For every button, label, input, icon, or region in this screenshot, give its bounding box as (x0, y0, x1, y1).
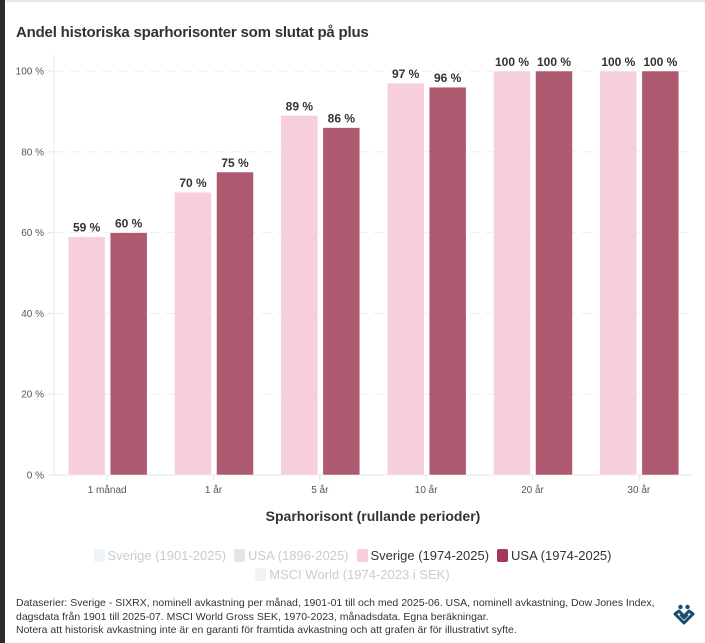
bar-usa[interactable] (535, 70, 573, 476)
data-label: 100 % (643, 55, 677, 69)
legend-swatch (234, 549, 246, 562)
data-label: 100 % (537, 55, 571, 69)
data-label: 97 % (392, 67, 420, 81)
legend-item[interactable]: USA (1896-2025) (234, 548, 349, 563)
data-label: 60 % (115, 217, 143, 231)
bar-sverige[interactable] (67, 236, 106, 476)
x-tick-label: 1 månad (88, 484, 127, 496)
legend-item[interactable]: MSCI World (1974-2023 i SEK) (255, 567, 450, 582)
y-axis-ticks: 0 % 20 % 40 % 60 % 80 % 100 % (16, 67, 54, 482)
y-tick-label: 100 % (16, 67, 44, 78)
brand-logo-icon (673, 604, 695, 625)
legend-swatch (93, 549, 105, 562)
y-tick-label: 0 % (27, 471, 44, 482)
footnote: Dataserier: Sverige - SIXRX, nominell av… (16, 597, 656, 638)
x-tick-label: 10 år (415, 484, 438, 496)
legend-swatch (356, 549, 368, 562)
data-label: 100 % (495, 55, 529, 69)
bar-usa[interactable] (322, 127, 361, 476)
data-label: 59 % (73, 221, 101, 235)
y-tick-label: 60 % (21, 228, 44, 239)
data-label: 86 % (328, 112, 356, 126)
top-border (5, 0, 705, 2)
window-edge (0, 0, 5, 643)
bars: 59 % 60 % 70 % 75 % 89 % 86 % 97 % 96 % 100 % 100… (67, 55, 680, 476)
bar-usa[interactable] (428, 86, 467, 476)
legend-row-2: MSCI World (1974-2023 i SEK) (0, 565, 705, 584)
legend-label: MSCI World (1974-2023 i SEK) (269, 567, 450, 582)
data-label: 89 % (286, 99, 314, 113)
y-tick-label: 20 % (21, 390, 44, 401)
bar-usa[interactable] (109, 232, 148, 476)
legend-swatch (497, 549, 509, 562)
x-tick-label: 20 år (521, 484, 544, 496)
legend-label: Sverige (1974-2025) (370, 548, 490, 563)
legend-swatch (255, 568, 267, 581)
legend-label: USA (1896-2025) (248, 548, 349, 563)
legend-label: USA (1974-2025) (511, 548, 612, 563)
footnote-line-3: Notera att historisk avkastning inte är … (16, 624, 517, 636)
bar-sverige[interactable] (493, 70, 531, 476)
footnote-line-1: Dataserier: Sverige - SIXRX, nominell av… (16, 597, 655, 609)
bar-sverige[interactable] (386, 82, 425, 476)
bar-sverige[interactable] (280, 115, 319, 476)
legend-item[interactable]: Sverige (1901-2025) (93, 548, 227, 563)
x-tick-label: 1 år (205, 484, 223, 496)
y-tick-label: 80 % (21, 147, 44, 158)
x-axis-ticks: 1 månad 1 år 5 år 10 år 20 år 30 år (88, 475, 651, 496)
bar-sverige[interactable] (599, 70, 638, 476)
chart-title: Andel historiska sparhorisonter som slut… (16, 24, 369, 41)
legend-item[interactable]: USA (1974-2025) (497, 548, 611, 563)
x-axis-title: Sparhorisont (rullande perioder) (266, 508, 481, 524)
legend-item[interactable]: Sverige (1974-2025) (356, 548, 490, 563)
footnote-line-2: dagsdata från 1901 till 2025-07. MSCI Wo… (16, 610, 489, 623)
legend-label: Sverige (1901-2025) (107, 548, 227, 563)
data-label: 96 % (434, 71, 462, 85)
data-label: 70 % (179, 176, 207, 190)
legend-row-1: Sverige (1901-2025) USA (1896-2025) Sverig… (0, 546, 705, 565)
x-tick-label: 30 år (627, 484, 650, 496)
bar-sverige[interactable] (174, 191, 212, 476)
x-tick-label: 5 år (311, 484, 329, 496)
gridlines (48, 55, 692, 476)
bar-usa[interactable] (641, 70, 680, 476)
legend: Sverige (1901-2025) USA (1896-2025) Sverig… (0, 546, 705, 584)
bar-usa[interactable] (216, 171, 254, 476)
data-label: 75 % (221, 156, 249, 170)
data-label: 100 % (601, 55, 635, 69)
bar-chart: 0 % 20 % 40 % 60 % 80 % 100 % 59 % 60 % 70 % 75 … (16, 55, 692, 524)
y-tick-label: 40 % (21, 309, 44, 320)
